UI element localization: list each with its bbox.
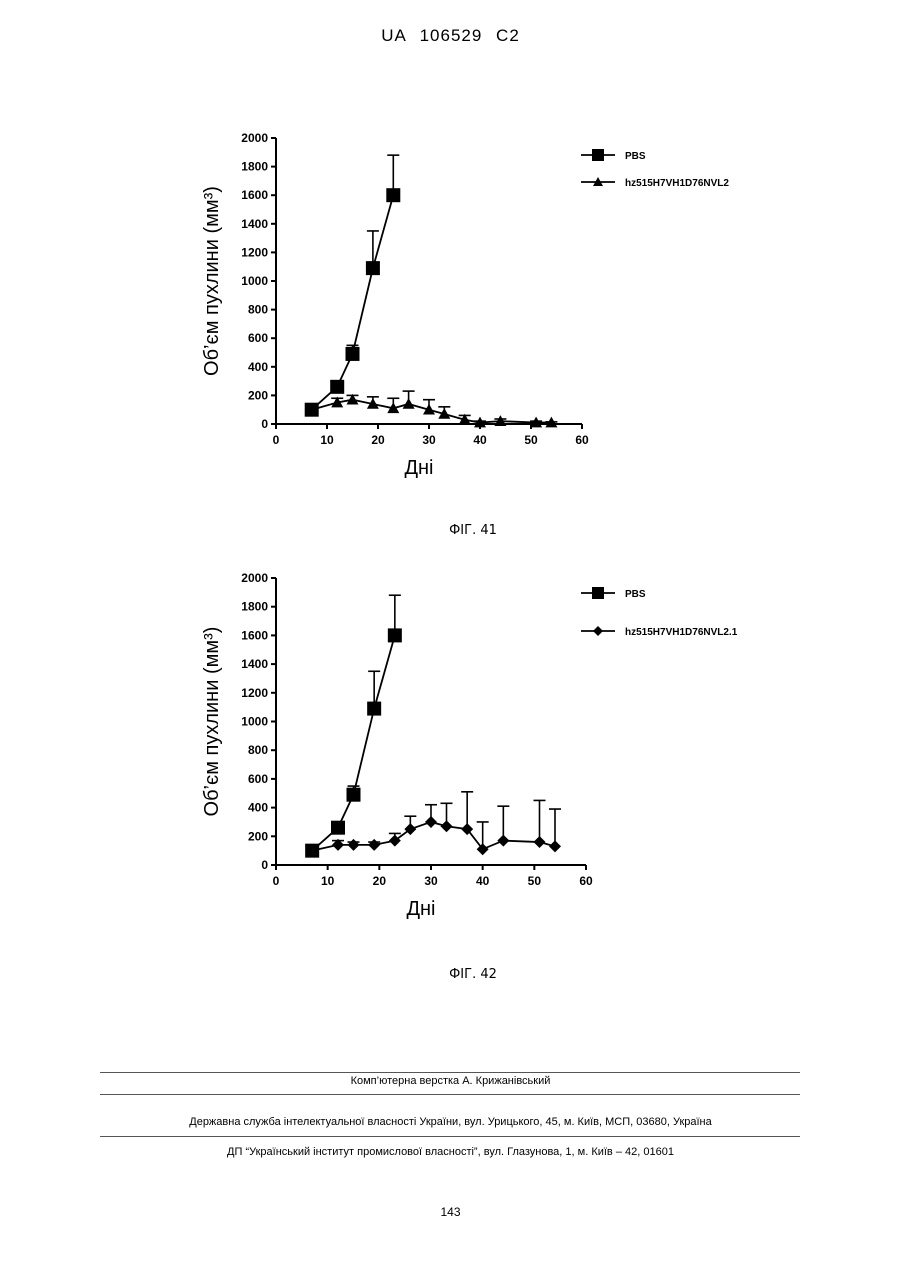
y-tick-label: 800	[248, 303, 268, 317]
y-tick-label: 2000	[241, 571, 268, 585]
data-point	[534, 836, 546, 848]
series-0	[305, 155, 401, 417]
footer-typesetter: Комп’ютерна верстка А. Крижанівський	[0, 1075, 901, 1087]
footer-office-address: Державна служба інтелектуальної власност…	[0, 1116, 901, 1128]
y-tick-label: 200	[248, 388, 268, 402]
x-axis-title: Дні	[404, 457, 433, 479]
y-tick-label: 1600	[241, 188, 268, 202]
series-line	[312, 635, 395, 850]
footer-rule-bottom	[100, 1136, 800, 1137]
y-tick-label: 400	[248, 360, 268, 374]
legend-label: PBS	[625, 589, 646, 600]
data-point	[388, 628, 402, 642]
y-tick-label: 0	[261, 417, 268, 431]
x-tick-label: 30	[422, 433, 436, 447]
x-tick-label: 40	[476, 874, 490, 888]
x-tick-label: 10	[321, 874, 335, 888]
y-tick-label: 600	[248, 331, 268, 345]
page-number: 143	[0, 1205, 901, 1219]
data-point	[346, 347, 360, 361]
chart-fig-41: 0 200 400 600 800 1000 1200 1400 1600 1800 2000 0 10…	[0, 120, 901, 520]
legend-marker	[592, 149, 604, 161]
figure-caption-41: ФІГ. 41	[0, 523, 901, 538]
x-tick-label: 50	[524, 433, 538, 447]
document-header: UA 106529 C2	[0, 26, 901, 46]
chart-fig-42: 0 200 400 600 800 1000 1200 1400 1600 1800 2000 0 10…	[0, 560, 901, 960]
y-tick-label: 1600	[241, 628, 268, 642]
x-tick-label: 60	[575, 433, 589, 447]
y-tick-label: 2000	[241, 131, 268, 145]
y-tick-label: 1000	[241, 715, 268, 729]
x-tick-label: 20	[371, 433, 385, 447]
y-tick-label: 0	[261, 858, 268, 872]
y-axis-title: Об’єм пухлини (мм³)	[201, 186, 223, 376]
footer-rule-top	[100, 1072, 800, 1073]
data-point	[331, 821, 345, 835]
data-point	[368, 839, 380, 851]
y-tick-label: 1800	[241, 600, 268, 614]
x-tick-label: 10	[320, 433, 334, 447]
legend-label: hz515H7VH1D76NVL2.1	[625, 627, 738, 638]
y-tick-label: 600	[248, 772, 268, 786]
y-axis-title: Об’єм пухлини (мм³)	[201, 627, 223, 817]
y-tick-label: 1400	[241, 217, 268, 231]
data-point	[348, 839, 360, 851]
y-tick-label: 400	[248, 801, 268, 815]
footer-institute-address: ДП “Український інститут промислової вла…	[0, 1146, 901, 1158]
legend-label: PBS	[625, 151, 646, 162]
footer-rule-middle	[100, 1094, 800, 1095]
x-tick-label: 0	[273, 433, 280, 447]
chart-svg-1: 0 200 400 600 800 1000 1200 1400 1600 1800 2000 0 10…	[0, 560, 901, 960]
y-tick-label: 1400	[241, 657, 268, 671]
x-axis-title: Дні	[406, 898, 435, 920]
data-point	[367, 702, 381, 716]
y-tick-label: 1800	[241, 160, 268, 174]
y-tick-label: 1200	[241, 245, 268, 259]
x-tick-label: 30	[424, 874, 438, 888]
legend-label: hz515H7VH1D76NVL2	[625, 178, 729, 189]
y-tick-label: 200	[248, 829, 268, 843]
legend-marker	[593, 626, 603, 636]
series-1	[306, 391, 558, 427]
data-point	[347, 788, 361, 802]
x-tick-label: 0	[273, 874, 280, 888]
x-tick-label: 40	[473, 433, 487, 447]
legend-marker	[592, 587, 604, 599]
data-point	[425, 816, 437, 828]
data-point	[366, 261, 380, 275]
data-point	[330, 380, 344, 394]
x-tick-label: 60	[579, 874, 593, 888]
data-point	[497, 835, 509, 847]
series-line	[312, 822, 555, 851]
chart-svg-0: 0 200 400 600 800 1000 1200 1400 1600 1800 2000 0 10…	[0, 120, 901, 520]
y-tick-label: 1000	[241, 274, 268, 288]
data-point	[386, 188, 400, 202]
figure-caption-42: ФІГ. 42	[0, 967, 901, 982]
series-0	[305, 595, 402, 857]
y-tick-label: 800	[248, 743, 268, 757]
data-point	[403, 398, 415, 409]
series-line	[312, 195, 394, 410]
data-point	[441, 820, 453, 832]
data-point	[549, 840, 561, 852]
y-tick-label: 1200	[241, 686, 268, 700]
x-tick-label: 20	[373, 874, 387, 888]
x-tick-label: 50	[528, 874, 542, 888]
